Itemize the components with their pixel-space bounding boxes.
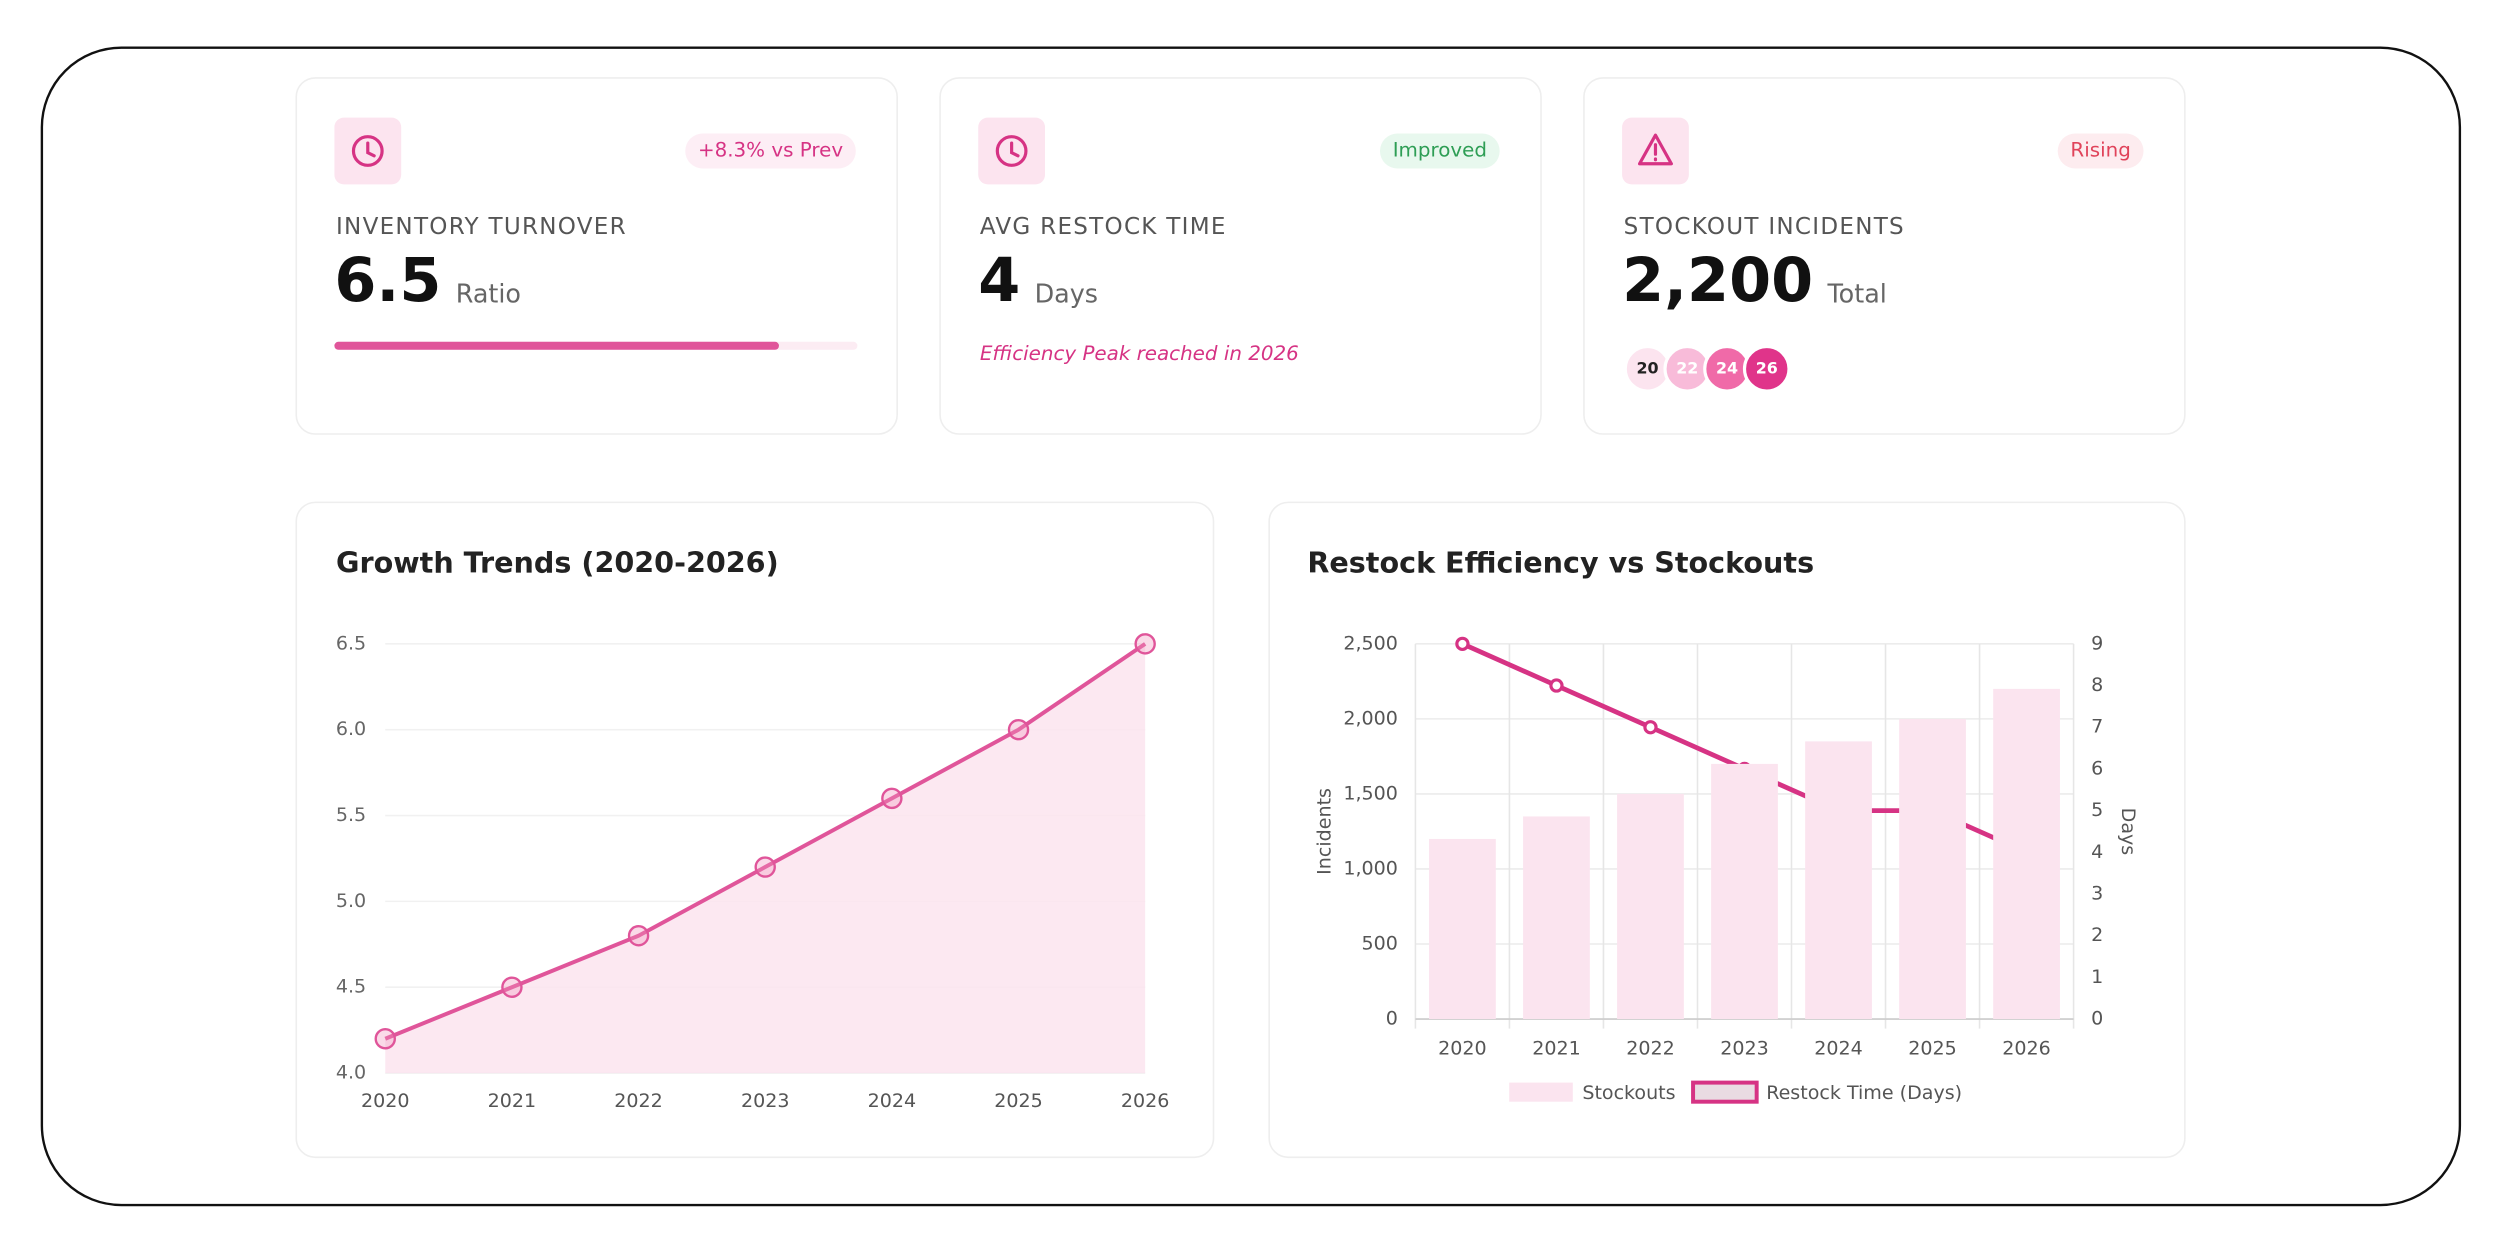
x-tick-label: 2026	[2002, 1038, 2051, 1060]
point	[1007, 718, 1030, 741]
y2-tick-label: 2	[2091, 924, 2103, 946]
kpi-card: +8.3% vs Prev INVENTORY TURNOVER 6.5 Ratio	[295, 77, 898, 435]
chip-label: 22	[1676, 358, 1698, 377]
y2-tick-label: 8	[2091, 674, 2103, 696]
x-tick-label: 2020	[361, 1090, 410, 1112]
point	[754, 856, 776, 878]
point	[627, 924, 650, 947]
kpi-unit: Days	[1035, 279, 1098, 309]
y-tick-label: 6.5	[336, 632, 366, 654]
bar	[1805, 741, 1872, 1020]
bar	[1993, 688, 2060, 1020]
y-tick-label: 4.5	[336, 976, 366, 998]
y-tick-label: 1,500	[1343, 782, 1398, 804]
x-tick-label: 2022	[1626, 1038, 1675, 1060]
kpi-card: Rising STOCKOUT INCIDENTS 2,200 Total 20 22 24…	[1583, 77, 2186, 435]
legend-label: Restock Time (Days)	[1766, 1082, 1962, 1104]
y2-tick-label: 3	[2091, 882, 2103, 904]
chip	[1742, 344, 1791, 393]
badge	[1379, 133, 1500, 169]
chart: Growth Trends (2020-2026) 4.0 4.5 5.0 5.5 6.0…	[295, 501, 1215, 1159]
chart-title: Restock Efficiency vs Stockouts	[1307, 545, 1814, 579]
kpi-value: 6.5	[334, 246, 441, 316]
y-tick-label: 5.0	[336, 890, 366, 912]
y-tick-label: 6.0	[336, 718, 366, 740]
kpi-label: STOCKOUT INCIDENTS	[1624, 214, 1905, 240]
y2-tick-label: 6	[2091, 757, 2103, 779]
y2-tick-label: 4	[2091, 841, 2103, 863]
legend-label: Stockouts	[1582, 1082, 1675, 1104]
x-tick-label: 2025	[1908, 1038, 1957, 1060]
y-tick-label: 500	[1362, 932, 1398, 954]
x-tick-label: 2026	[1121, 1090, 1170, 1112]
x-tick-label: 2024	[1814, 1038, 1863, 1060]
y2-tick-label: 7	[2091, 716, 2103, 738]
line	[384, 642, 1147, 1041]
kpi-value: 4	[978, 246, 1020, 316]
legend-swatch	[1691, 1080, 1759, 1104]
chart: Restock Efficiency vs Stockouts 0 500 1,000…	[1268, 501, 2186, 1159]
y-tick-label: 0	[1386, 1008, 1398, 1030]
icon	[366, 141, 376, 158]
bar	[1617, 793, 1684, 1020]
x-tick-label: 2025	[994, 1090, 1043, 1112]
x-tick-label: 2020	[1438, 1038, 1487, 1060]
x-tick-label: 2023	[1720, 1038, 1769, 1060]
area	[385, 643, 1146, 1074]
x-tick-label: 2024	[868, 1090, 917, 1112]
chip-label: 26	[1756, 358, 1778, 377]
y-axis-title: Incidents	[1313, 788, 1335, 875]
y2-axis-title: Days	[2117, 808, 2139, 856]
y-tick-label: 5.5	[336, 804, 366, 826]
y-tick-label: 2,500	[1343, 632, 1398, 654]
chip-label: 20	[1636, 358, 1658, 377]
badge	[685, 133, 856, 169]
icon	[1010, 141, 1020, 158]
y-tick-label: 2,000	[1343, 707, 1398, 729]
legend-swatch	[1509, 1082, 1573, 1102]
bar	[1711, 763, 1778, 1020]
progress-fill	[334, 341, 779, 350]
kpi-unit: Total	[1826, 279, 1886, 309]
kpi-card: Improved AVG RESTOCK TIME 4 Days Efficiency …	[939, 77, 1542, 435]
icon	[351, 135, 384, 167]
kpi-unit: Ratio	[456, 279, 521, 309]
icon	[1637, 133, 1673, 166]
y2-tick-label: 1	[2091, 966, 2103, 988]
badge-text: Improved	[1393, 139, 1487, 162]
bar	[1429, 838, 1496, 1020]
y2-tick-label: 5	[2091, 799, 2103, 821]
y-tick-label: 4.0	[336, 1062, 366, 1084]
y2-tick-label: 0	[2091, 1008, 2103, 1030]
x-tick-label: 2023	[741, 1090, 790, 1112]
point	[1549, 678, 1564, 693]
chart-title: Growth Trends (2020-2026)	[336, 545, 779, 579]
icon	[995, 135, 1028, 167]
badge-text: Rising	[2070, 139, 2130, 162]
x-tick-label: 2022	[614, 1090, 663, 1112]
chip-label: 24	[1716, 358, 1738, 377]
y-tick-label: 1,000	[1343, 857, 1398, 879]
x-tick-label: 2021	[488, 1090, 537, 1112]
card-bg	[1583, 77, 2186, 435]
point	[374, 1028, 396, 1050]
x-tick-label: 2021	[1532, 1038, 1581, 1060]
point	[881, 787, 903, 810]
bar	[1523, 816, 1590, 1020]
kpi-label: AVG RESTOCK TIME	[980, 214, 1227, 240]
bar	[1899, 718, 1966, 1020]
kpi-value: 2,200	[1622, 246, 1813, 316]
point	[1643, 720, 1658, 735]
kpi-label: INVENTORY TURNOVER	[336, 214, 627, 240]
point	[1455, 636, 1470, 651]
point	[501, 976, 523, 998]
point	[1134, 633, 1156, 655]
badge-text: +8.3% vs Prev	[698, 139, 843, 162]
kpi-note: Efficiency Peak reached in 2026	[980, 342, 1299, 365]
y2-tick-label: 9	[2091, 632, 2103, 654]
badge	[2057, 133, 2144, 169]
